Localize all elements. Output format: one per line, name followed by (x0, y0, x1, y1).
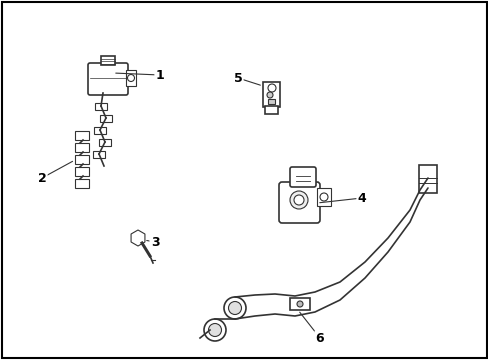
Circle shape (203, 319, 225, 341)
Bar (264, 106, 278, 114)
FancyBboxPatch shape (279, 182, 319, 223)
Bar (93, 151, 105, 158)
FancyBboxPatch shape (289, 167, 315, 187)
Circle shape (208, 324, 221, 337)
Bar (316, 188, 330, 206)
Bar (95, 103, 107, 110)
Bar (100, 115, 112, 122)
Circle shape (296, 301, 303, 307)
Text: 5: 5 (233, 72, 242, 85)
Circle shape (127, 75, 134, 81)
FancyBboxPatch shape (88, 63, 128, 95)
Bar (101, 56, 115, 65)
Bar (267, 99, 274, 104)
Bar (289, 298, 309, 310)
Text: 6: 6 (315, 332, 324, 345)
Circle shape (228, 302, 241, 315)
Circle shape (289, 191, 307, 209)
Circle shape (224, 297, 245, 319)
Polygon shape (131, 230, 144, 246)
Bar (75, 155, 89, 164)
Circle shape (319, 193, 327, 201)
Text: 2: 2 (38, 171, 46, 185)
Bar (94, 127, 106, 134)
Bar (99, 139, 111, 146)
Text: 1: 1 (155, 68, 164, 81)
Circle shape (267, 84, 275, 92)
Bar (75, 179, 89, 188)
Circle shape (266, 92, 272, 98)
Text: 4: 4 (357, 192, 366, 204)
Bar (75, 167, 89, 176)
Circle shape (293, 195, 304, 205)
Bar (418, 165, 436, 193)
Bar (263, 82, 280, 107)
Bar (126, 70, 136, 86)
Bar (75, 131, 89, 140)
Bar (75, 143, 89, 152)
Text: 3: 3 (150, 235, 159, 248)
